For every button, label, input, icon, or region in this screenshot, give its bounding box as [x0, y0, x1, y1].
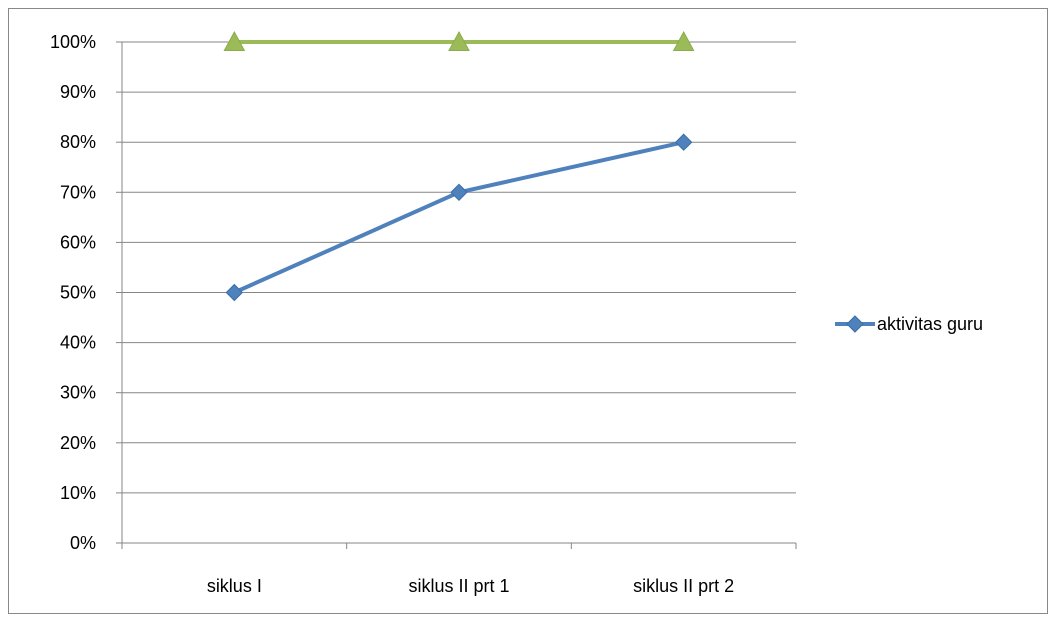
legend-marker-diamond	[846, 315, 864, 333]
data-point-triangle	[448, 30, 470, 51]
y-tick-label: 0%	[70, 533, 96, 553]
y-tick-label: 10%	[60, 483, 96, 503]
y-tick-label: 80%	[60, 132, 96, 152]
data-point-diamond	[225, 283, 244, 302]
data-point-triangle	[672, 30, 695, 51]
x-tick-label: siklus II prt 1	[408, 576, 509, 596]
y-tick-label: 70%	[60, 182, 96, 202]
y-tick-label: 90%	[60, 82, 96, 102]
y-tick-label: 30%	[60, 383, 96, 403]
x-tick-label: siklus II prt 2	[633, 576, 734, 596]
legend-label: aktivitas guru	[877, 314, 983, 334]
chart-area	[8, 8, 1048, 614]
y-tick-label: 40%	[60, 333, 96, 353]
x-tick-label: siklus I	[207, 576, 262, 596]
y-tick-label: 50%	[60, 283, 96, 303]
y-tick-label: 60%	[60, 232, 96, 252]
data-point-diamond	[674, 133, 693, 151]
data-point-diamond	[450, 183, 468, 202]
y-tick-label: 20%	[60, 433, 96, 453]
series-line	[233, 140, 685, 295]
data-point-triangle	[223, 30, 246, 51]
y-tick-label: 100%	[50, 32, 96, 52]
